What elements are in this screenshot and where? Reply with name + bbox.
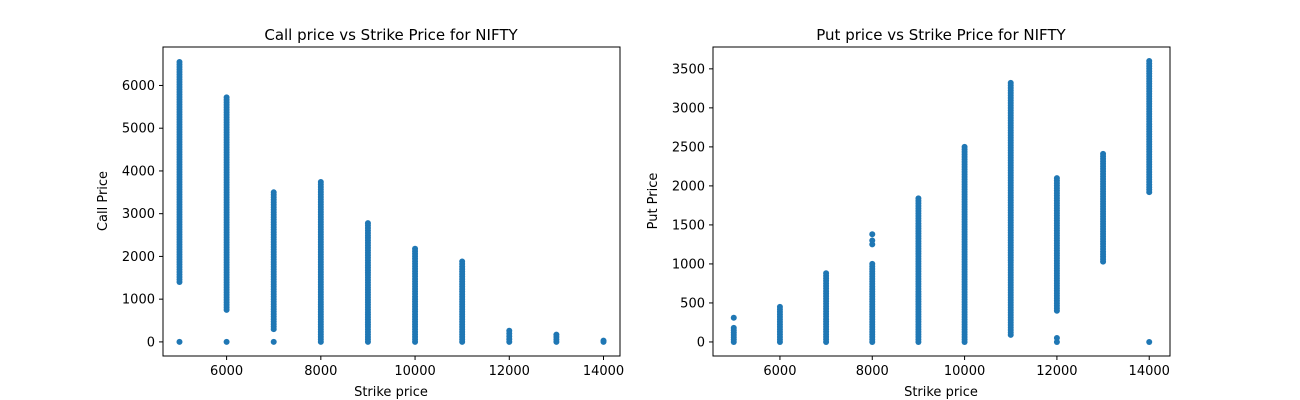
y-tick-label: 3500 <box>672 62 705 77</box>
plot-frame <box>712 46 1171 357</box>
data-point <box>1007 331 1014 338</box>
data-point <box>869 338 876 345</box>
x-tick-label: 12000 <box>489 364 530 379</box>
x-axis-label: Strike price <box>354 385 428 400</box>
data-point <box>1146 189 1153 196</box>
data-point <box>553 338 560 345</box>
data-point <box>223 306 230 313</box>
x-axis-ticks: 6000 8000 10000 12000 14000 <box>763 356 1170 379</box>
x-tick-label: 6000 <box>210 364 243 379</box>
y-tick-label: 1500 <box>672 218 705 233</box>
x-axis-ticks: 6000 8000 10000 12000 14000 <box>210 356 624 379</box>
y-tick-label: 1000 <box>122 293 155 308</box>
put-price-chart: Put price vs Strike Price for NIFTY 6000… <box>646 26 1171 400</box>
x-tick-label: 14000 <box>583 364 624 379</box>
data-point <box>506 338 513 345</box>
data-point <box>223 338 230 345</box>
chart-title: Put price vs Strike Price for NIFTY <box>816 26 1066 44</box>
data-point <box>1146 338 1153 345</box>
data-point <box>1053 307 1060 314</box>
y-tick-label: 1000 <box>672 257 705 272</box>
data-point <box>412 338 419 345</box>
data-point <box>459 338 466 345</box>
data-point <box>176 279 183 286</box>
y-tick-label: 3000 <box>122 207 155 222</box>
y-axis-label: Put Price <box>646 173 661 230</box>
y-tick-label: 0 <box>147 335 155 350</box>
y-tick-label: 500 <box>680 296 705 311</box>
data-point <box>1100 258 1107 265</box>
data-point <box>176 338 183 345</box>
x-axis-label: Strike price <box>904 385 978 400</box>
y-tick-label: 0 <box>697 335 705 350</box>
data-point <box>364 338 371 345</box>
x-tick-label: 10000 <box>944 364 985 379</box>
y-tick-label: 3000 <box>672 101 705 116</box>
y-tick-label: 2500 <box>672 140 705 155</box>
x-tick-label: 14000 <box>1129 364 1170 379</box>
data-point <box>730 314 737 321</box>
y-tick-label: 5000 <box>122 122 155 137</box>
data-point <box>1053 335 1060 342</box>
x-tick-label: 8000 <box>304 364 337 379</box>
plot-frame <box>162 46 621 357</box>
data-point <box>730 338 737 345</box>
x-tick-label: 6000 <box>763 364 796 379</box>
data-point <box>869 231 876 238</box>
data-point <box>270 326 277 333</box>
y-axis-label: Call Price <box>96 171 111 231</box>
scatter-points <box>176 58 607 345</box>
data-point <box>317 338 324 345</box>
y-tick-label: 4000 <box>122 164 155 179</box>
call-price-chart: Call price vs Strike Price for NIFTY 600… <box>96 26 624 400</box>
data-point <box>869 237 876 244</box>
data-point <box>823 338 830 345</box>
data-point <box>961 338 968 345</box>
y-tick-label: 6000 <box>122 79 155 94</box>
x-tick-label: 12000 <box>1036 364 1077 379</box>
data-point <box>915 338 922 345</box>
chart-title: Call price vs Strike Price for NIFTY <box>264 26 518 44</box>
y-tick-label: 2000 <box>672 179 705 194</box>
data-point <box>270 338 277 345</box>
x-tick-label: 10000 <box>394 364 435 379</box>
scatter-points <box>730 58 1153 345</box>
data-point <box>776 338 783 345</box>
x-tick-label: 8000 <box>856 364 889 379</box>
y-axis-ticks: 0 1000 2000 3000 4000 5000 6000 <box>122 79 163 350</box>
y-axis-ticks: 0 500 1000 1500 2000 2500 3000 3500 <box>672 62 713 350</box>
data-point <box>600 338 607 345</box>
y-tick-label: 2000 <box>122 250 155 265</box>
